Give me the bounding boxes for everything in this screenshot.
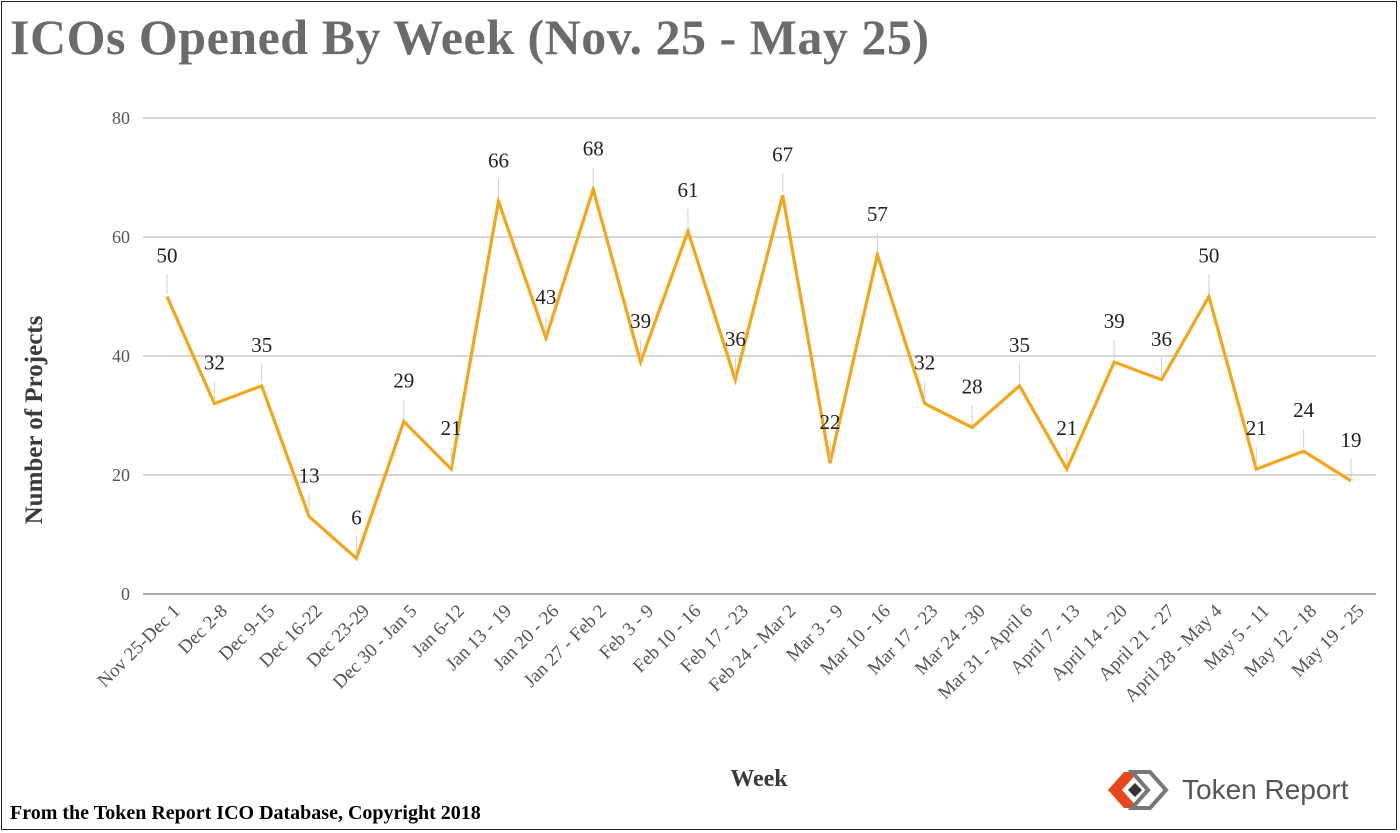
data-label: 36 [725, 327, 746, 351]
data-label: 28 [962, 374, 983, 398]
x-axis-title: Week [730, 766, 788, 792]
data-labels: 50 32 35 13 6 29 21 66 43 68 39 61 36 67 22 57 32 28 35 21 3… [157, 136, 1362, 556]
series-line [165, 183, 1352, 562]
y-tick-label: 60 [112, 227, 130, 247]
data-label: 50 [157, 244, 178, 268]
data-label: 21 [441, 416, 462, 440]
data-label: 21 [1056, 416, 1077, 440]
brand-name: Token Report [1182, 774, 1349, 805]
data-label: 19 [1341, 428, 1362, 452]
brand-logo: Token Report [1104, 764, 1349, 816]
copyright-footer: From the Token Report ICO Database, Copy… [10, 802, 481, 824]
data-label: 57 [867, 202, 888, 226]
data-label: 68 [583, 136, 604, 160]
gridlines [143, 117, 1376, 595]
data-label: 35 [251, 333, 272, 357]
data-label: 39 [1104, 309, 1125, 333]
token-report-logo-icon [1108, 770, 1169, 810]
data-label: 36 [1151, 327, 1172, 351]
y-tick-label: 20 [112, 465, 130, 485]
y-tick-label: 80 [112, 108, 130, 128]
data-label: 29 [393, 368, 414, 392]
data-label: 66 [488, 148, 509, 172]
data-label: 24 [1293, 398, 1315, 422]
data-label: 67 [772, 142, 793, 166]
chart-title: ICOs Opened By Week (Nov. 25 - May 25) [10, 9, 930, 65]
data-label: 50 [1198, 244, 1219, 268]
data-label: 39 [630, 309, 651, 333]
y-tick-label: 0 [121, 584, 130, 604]
data-label: 61 [677, 178, 698, 202]
data-label: 21 [1246, 416, 1267, 440]
x-tick-label: Nov 25-Dec 1 [94, 601, 185, 692]
data-label: 32 [914, 351, 935, 375]
data-label: 35 [1009, 333, 1030, 357]
y-tick-label: 40 [112, 346, 130, 366]
series-line-path [165, 183, 1352, 562]
y-axis-title: Number of Projects [21, 315, 48, 524]
data-label: 43 [535, 285, 556, 309]
data-label: 32 [204, 351, 225, 375]
data-label: 13 [299, 464, 320, 488]
data-label: 6 [351, 505, 362, 529]
data-label: 22 [820, 410, 841, 434]
y-axis-ticks: 0 20 40 60 80 [112, 108, 130, 604]
